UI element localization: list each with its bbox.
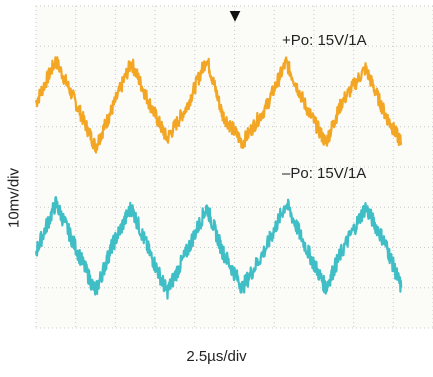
traces [34,56,403,300]
y-axis-label: 10mv/div [5,167,23,229]
graticule [35,5,433,329]
trace-positive-output [34,56,403,154]
y-axis-label-wrap: 10mv/div [2,168,26,228]
trace-label-positive: +Po: 15V/1A [282,32,367,49]
trace-label-negative: –Po: 15V/1A [282,165,366,182]
trace-negative-output [34,196,403,300]
trigger-marker-icon: ▼ [230,8,241,24]
x-axis-label: 2.5µs/div [186,348,247,365]
